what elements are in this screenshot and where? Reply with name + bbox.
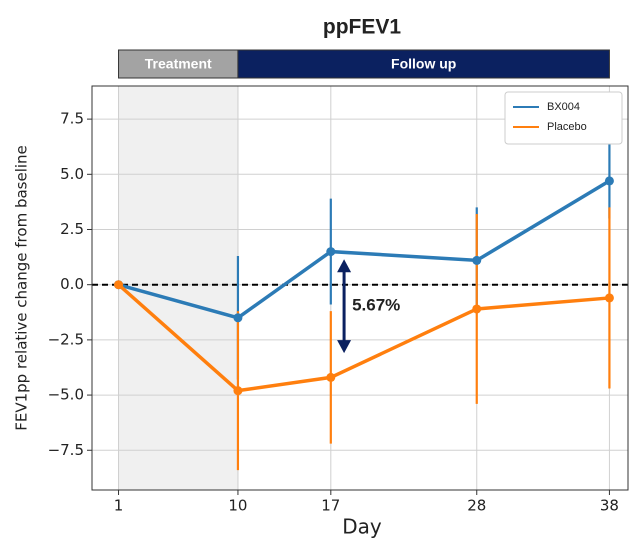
annotation-label: 5.67% bbox=[352, 296, 400, 315]
data-point bbox=[233, 386, 243, 396]
y-tick-label: −5.0 bbox=[48, 386, 84, 404]
arrow-head bbox=[337, 340, 352, 354]
data-point bbox=[326, 247, 336, 257]
phase-label: Treatment bbox=[145, 56, 212, 72]
x-tick-label: 1 bbox=[114, 497, 124, 515]
y-tick-label: 0.0 bbox=[60, 275, 84, 293]
y-tick-label: −7.5 bbox=[48, 441, 84, 459]
data-point bbox=[114, 280, 124, 290]
data-point bbox=[604, 293, 614, 303]
legend-label: Placebo bbox=[547, 121, 587, 133]
plot-frame bbox=[91, 85, 629, 491]
data-point bbox=[604, 176, 614, 186]
legend-box bbox=[504, 91, 623, 145]
data-point bbox=[472, 255, 482, 265]
x-tick-label: 28 bbox=[467, 497, 486, 515]
y-tick-label: 2.5 bbox=[60, 220, 84, 238]
x-tick-label: 17 bbox=[321, 497, 340, 515]
data-point bbox=[472, 304, 482, 314]
y-tick-label: −2.5 bbox=[48, 330, 84, 348]
data-point bbox=[233, 313, 243, 323]
x-tick-label: 10 bbox=[228, 497, 247, 515]
data-point bbox=[326, 372, 336, 382]
x-axis-label: Day bbox=[342, 515, 382, 539]
phase-bar bbox=[118, 49, 239, 79]
arrow-head bbox=[337, 259, 352, 273]
legend-label: BX004 bbox=[547, 101, 580, 113]
phase-label: Follow up bbox=[391, 56, 456, 72]
phase-bar bbox=[237, 49, 610, 79]
chart-title: ppFEV1 bbox=[323, 16, 401, 39]
x-tick-label: 38 bbox=[600, 497, 619, 515]
y-tick-label: 7.5 bbox=[60, 110, 84, 128]
y-axis-label: FEV1pp relative change from baseline bbox=[13, 145, 31, 431]
y-tick-label: 5.0 bbox=[60, 165, 84, 183]
